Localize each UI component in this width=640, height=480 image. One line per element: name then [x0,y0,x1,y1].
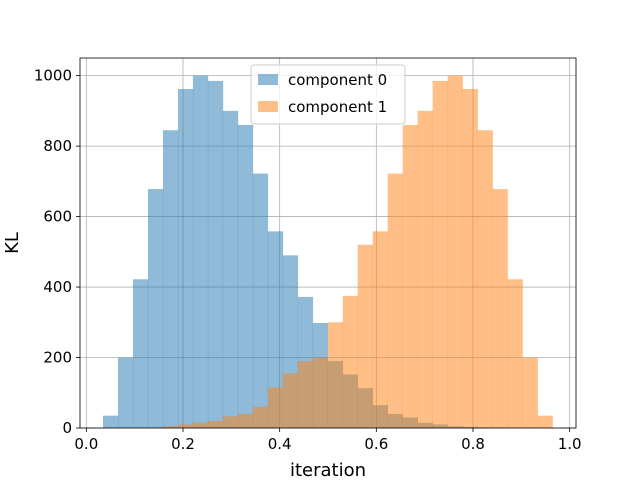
bar-series-1 [162,426,179,428]
bar-series-0 [117,357,134,428]
bars [103,75,553,429]
y-tick-label: 600 [43,208,72,226]
y-tick-label: 1000 [34,67,72,85]
bar-series-1 [492,189,508,428]
y-tick-label: 800 [43,137,72,155]
axis-ticks: 0.0 0.2 0.4 0.6 0.8 1.0 0 200 400 600 800 1000 [34,67,582,453]
bar-series-1 [447,75,463,428]
bar-series-0 [177,89,194,428]
legend-box [250,64,406,125]
x-axis-label: iteration [290,460,366,480]
bar-series-0 [267,231,284,428]
bar-series-1 [432,80,448,429]
bar-series-0 [192,75,209,428]
bar-series-0 [132,279,149,428]
bar-series-1 [282,373,299,428]
bar-series-1 [297,361,314,428]
x-tick-label: 0.0 [74,435,98,453]
bar-series-1 [192,422,209,428]
y-tick-label: 0 [62,419,72,437]
x-tick-label: 0.4 [268,435,292,453]
bar-series-1 [207,420,224,428]
bar-series-1 [327,322,344,428]
legend: component 0 component 1 [250,64,406,125]
bar-series-1 [522,357,538,428]
x-tick-label: 0.2 [171,435,195,453]
bar-series-1 [372,231,388,428]
bar-series-1 [252,406,269,428]
legend-label-component-1: component 1 [288,98,387,116]
bar-series-1 [387,173,403,428]
x-tick-label: 0.8 [461,435,485,453]
bar-series-0 [237,124,254,428]
bar-series-1 [267,387,284,428]
y-tick-label: 400 [43,278,72,296]
bar-series-1 [537,415,553,428]
bar-series-0 [162,130,179,428]
bar-series-1 [312,357,329,428]
bar-series-1 [357,244,374,428]
x-tick-label: 1.0 [558,435,582,453]
bar-series-0 [252,173,269,428]
bar-series-0 [147,189,164,428]
bar-series-1 [462,89,478,428]
bar-series-1 [177,424,194,428]
bar-series-1 [417,110,433,428]
bar-series-1 [477,130,493,428]
plot-frame [79,57,577,429]
legend-swatch-component-0 [258,74,278,85]
bar-series-1 [342,295,359,428]
bar-series-0 [103,415,119,428]
bar-series-0 [222,110,239,428]
legend-label-component-0: component 0 [288,71,387,89]
bar-series-1 [402,124,418,428]
y-axis-label: KL [2,232,23,254]
y-tick-label: 200 [43,349,72,367]
bar-series-1 [237,413,254,428]
legend-swatch-component-1 [258,101,278,112]
bar-series-1 [222,416,239,428]
bar-series-0 [207,80,224,429]
bar-series-1 [507,279,523,428]
x-tick-label: 0.6 [364,435,388,453]
